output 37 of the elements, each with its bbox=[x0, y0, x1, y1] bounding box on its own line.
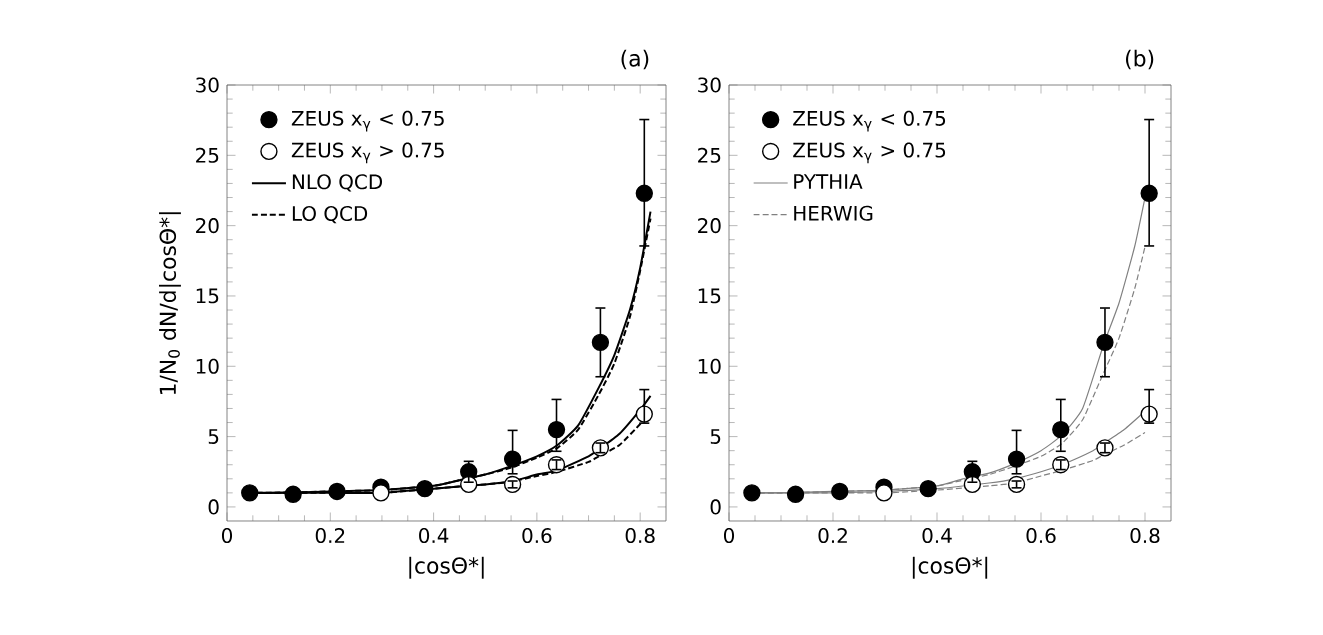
y-tick-label: 25 bbox=[196, 147, 219, 163]
y-tick-label: 15 bbox=[698, 288, 721, 304]
legend-label: LO QCD bbox=[292, 205, 368, 224]
legend-label: ZEUS x$_{γ}$ < 0.75 bbox=[291, 110, 444, 132]
legend-label: HERWIG bbox=[794, 205, 873, 221]
x-axis-title: |cosΘ*| bbox=[912, 556, 988, 579]
x-tick-label: 0 bbox=[723, 528, 735, 544]
legend-label: NLO QCD bbox=[292, 174, 383, 192]
y-tick-label: 25 bbox=[698, 147, 721, 163]
x-tick-label: 0.8 bbox=[625, 528, 655, 544]
y-tick-label: 15 bbox=[196, 288, 219, 304]
y-tick-label: 30 bbox=[698, 77, 721, 93]
legend-label: ZEUS x$_{γ}$ < 0.75 bbox=[793, 110, 946, 132]
x-tick-label: 0 bbox=[221, 528, 233, 544]
chart-title: (b) bbox=[1125, 49, 1154, 70]
x-tick-label: 0.4 bbox=[419, 528, 449, 544]
y-tick-label: 5 bbox=[710, 429, 721, 445]
x-tick-label: 0.4 bbox=[922, 528, 952, 544]
y-tick-label: 20 bbox=[698, 218, 721, 234]
y-tick-label: 0 bbox=[710, 499, 721, 515]
y-tick-label: 10 bbox=[698, 358, 721, 374]
legend-label: ZEUS x$_{γ}$ > 0.75 bbox=[291, 142, 444, 164]
y-tick-label: 0 bbox=[208, 499, 219, 515]
chart-title: (a) bbox=[621, 49, 649, 70]
x-axis-title: |cosΘ*| bbox=[409, 556, 484, 579]
legend-label: PYTHIA bbox=[794, 174, 863, 189]
x-tick-label: 0.8 bbox=[1130, 528, 1160, 544]
x-tick-label: 0.2 bbox=[315, 528, 345, 544]
x-tick-label: 0.2 bbox=[818, 528, 847, 544]
y-tick-label: 20 bbox=[196, 218, 219, 234]
x-tick-label: 0.6 bbox=[522, 528, 552, 544]
y-tick-label: 5 bbox=[208, 429, 219, 445]
y-tick-label: 10 bbox=[196, 358, 219, 374]
x-tick-label: 0.6 bbox=[1026, 528, 1056, 544]
y-axis-title: 1/N$_{0}$ dN/d|cosΘ*| bbox=[159, 212, 181, 395]
y-tick-label: 30 bbox=[196, 77, 219, 93]
legend-label: ZEUS x$_{γ}$ > 0.75 bbox=[793, 142, 946, 164]
